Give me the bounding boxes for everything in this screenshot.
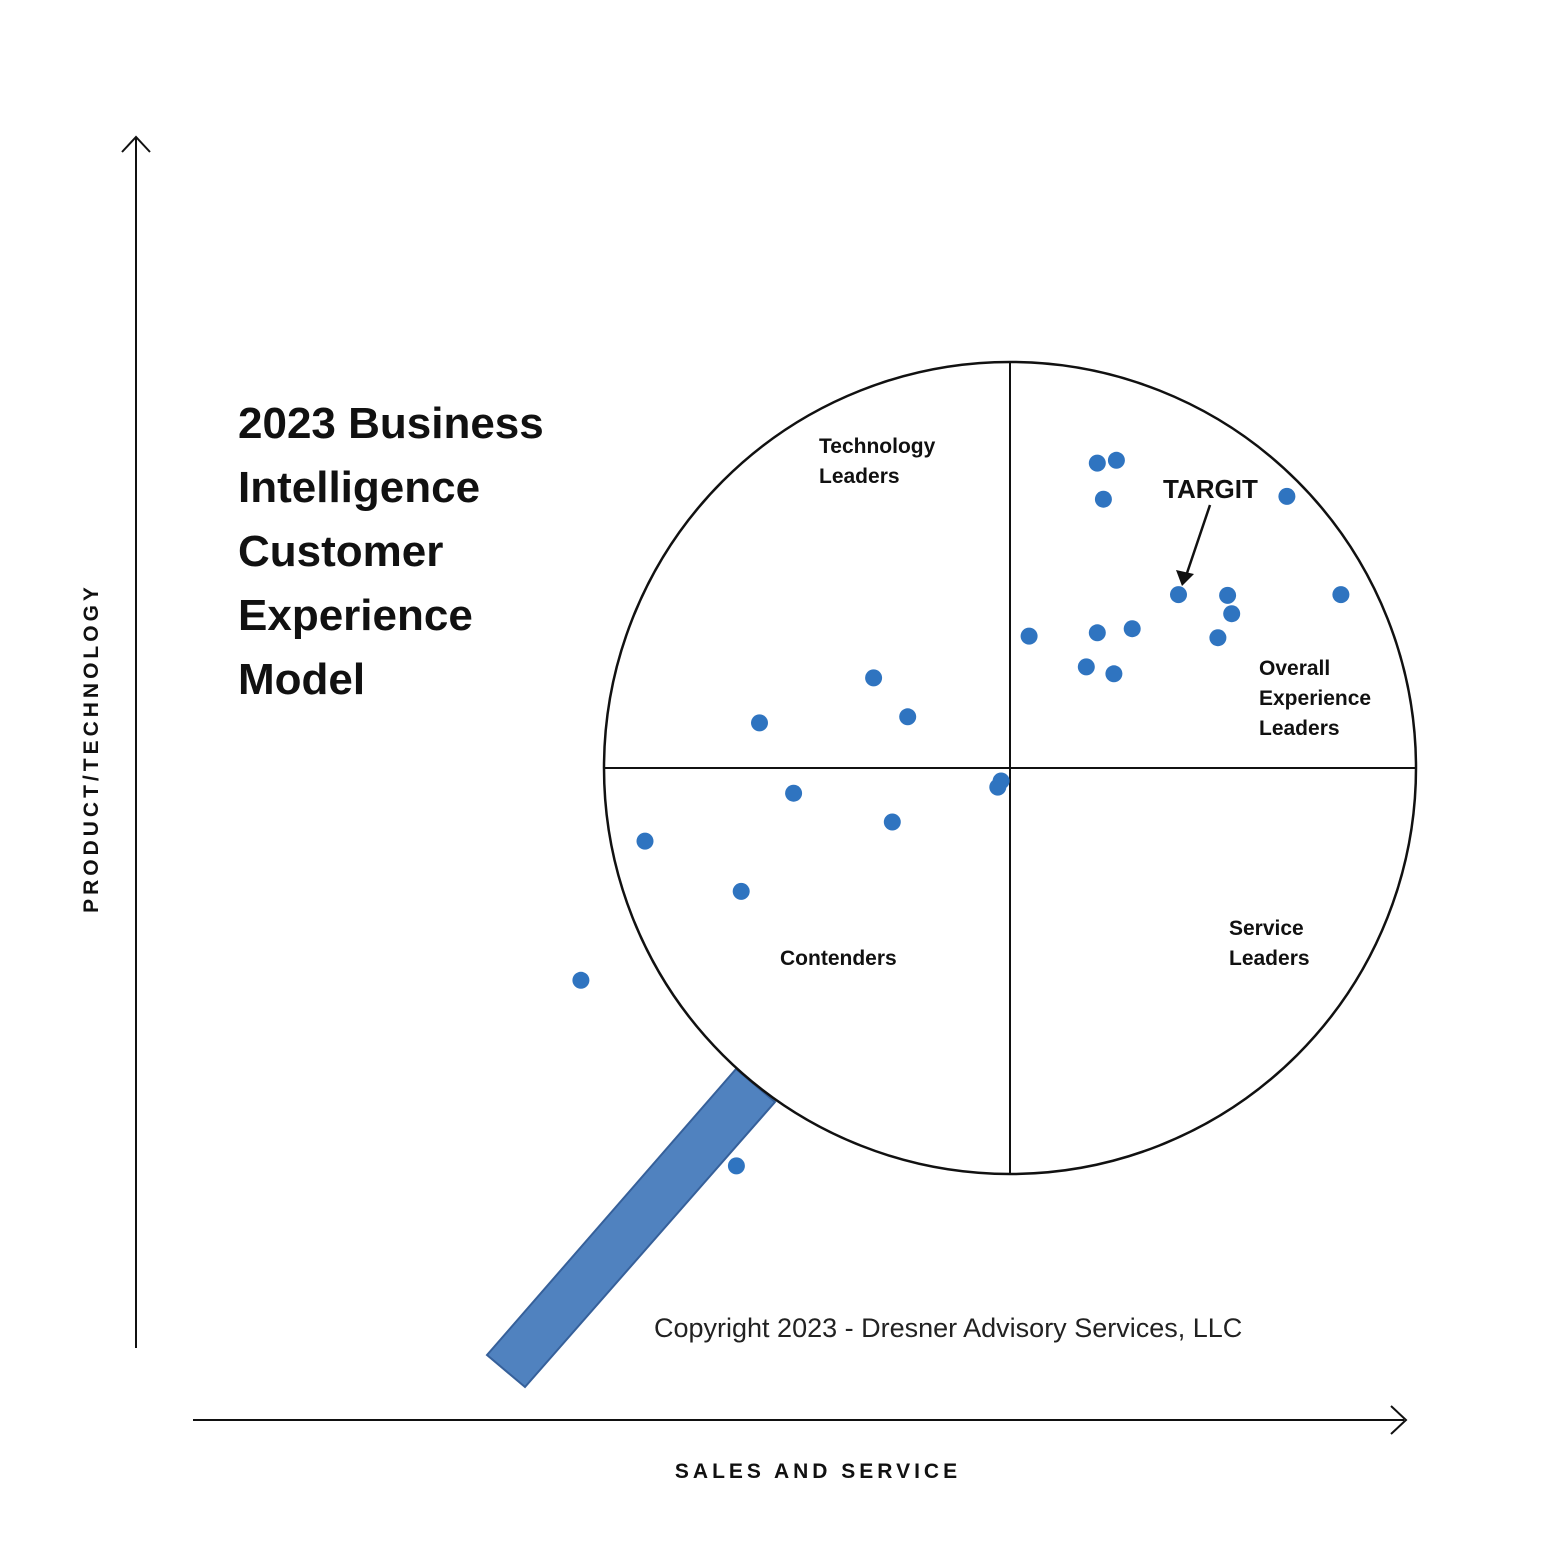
quadrant-label: Overall	[1259, 657, 1330, 680]
data-point	[751, 714, 768, 732]
data-point	[883, 813, 901, 831]
data-point	[1219, 586, 1237, 604]
targit-annotation: TARGIT	[1163, 474, 1258, 586]
quadrant-label: Experience	[1259, 687, 1371, 710]
x-axis-label: SALES AND SERVICE	[675, 1460, 961, 1483]
quadrant-contenders: Contenders	[780, 947, 897, 970]
data-point	[636, 832, 654, 850]
data-point	[1107, 451, 1125, 469]
title-line: Customer	[238, 527, 443, 576]
quadrant-service-leaders: Service Leaders	[1229, 917, 1310, 970]
data-point	[1209, 629, 1227, 647]
title-line: Experience	[238, 591, 473, 640]
chart-title: 2023 Business Intelligence Customer Expe…	[238, 399, 544, 704]
data-point	[785, 784, 803, 802]
x-axis-arrow-icon	[1390, 1405, 1408, 1435]
data-point	[1105, 665, 1123, 683]
data-points	[572, 451, 1350, 1175]
data-point	[572, 971, 590, 989]
targit-arrowhead-icon	[1176, 570, 1194, 586]
data-point	[1123, 620, 1141, 638]
quadrant-label: Technology	[819, 435, 936, 458]
quadrant-technology-leaders: Technology Leaders	[819, 435, 936, 488]
data-point	[1223, 605, 1241, 623]
title-line: 2023 Business	[238, 399, 544, 448]
data-point	[1088, 454, 1106, 472]
y-axis-label: PRODUCT/TECHNOLOGY	[80, 583, 103, 913]
targit-label: TARGIT	[1163, 474, 1258, 504]
data-point	[989, 778, 1007, 796]
title-line: Intelligence	[238, 463, 480, 512]
quadrant-label: Contenders	[780, 947, 897, 970]
data-point	[1020, 627, 1038, 645]
y-axis-arrow-icon	[121, 135, 151, 153]
targit-arrow-icon	[1184, 504, 1212, 577]
data-point	[732, 882, 750, 900]
quadrant-label: Service	[1229, 917, 1304, 940]
quadrant-overall-experience-leaders: Overall Experience Leaders	[1259, 657, 1371, 740]
data-point	[1278, 487, 1296, 505]
quadrant-label: Leaders	[819, 465, 900, 488]
data-point	[865, 669, 883, 687]
copyright-text: Copyright 2023 - Dresner Advisory Servic…	[654, 1313, 1242, 1343]
data-point	[1077, 658, 1095, 676]
y-axis	[121, 135, 151, 1348]
data-point-targit	[1170, 586, 1187, 604]
data-point	[899, 708, 917, 726]
data-point	[1332, 586, 1350, 604]
data-point	[1088, 624, 1106, 642]
title-line: Model	[238, 655, 365, 704]
x-axis	[193, 1405, 1408, 1435]
data-point	[1094, 490, 1112, 508]
quadrant-label: Leaders	[1259, 717, 1340, 740]
data-point	[727, 1157, 745, 1175]
quadrant-label: Leaders	[1229, 947, 1310, 970]
